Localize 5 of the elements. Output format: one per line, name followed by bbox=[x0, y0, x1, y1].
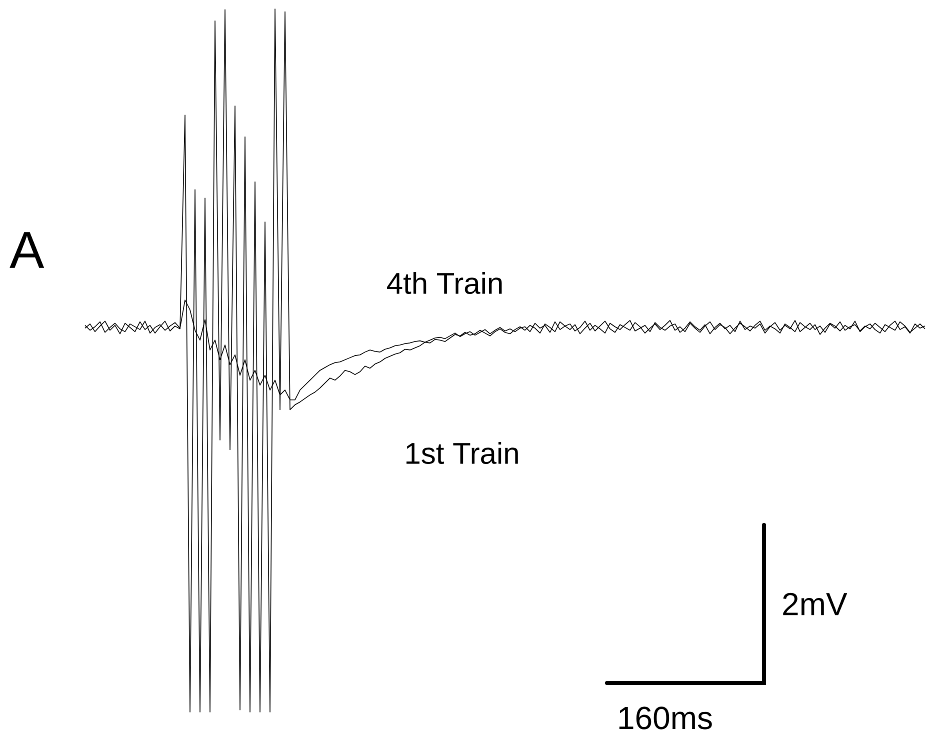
annotation: 160ms bbox=[619, 706, 712, 730]
text: A bbox=[10, 232, 44, 268]
annotation: 2mV bbox=[783, 592, 848, 616]
series-label: 4th Train bbox=[387, 272, 502, 294]
text: 1st Train bbox=[406, 442, 518, 464]
